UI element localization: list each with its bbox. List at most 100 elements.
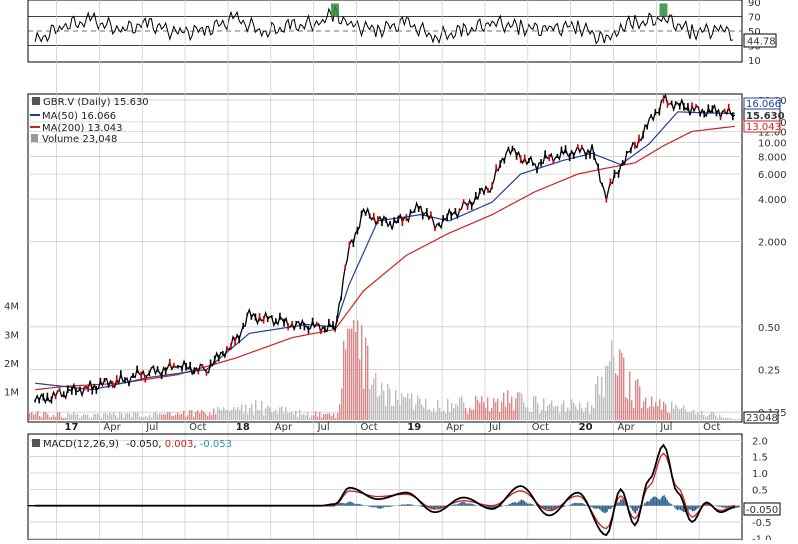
macd-histogram-bar: [401, 505, 402, 506]
macd-histogram-bar: [347, 502, 348, 505]
x-axis-label: Oct: [532, 422, 549, 433]
macd-histogram-bar: [638, 506, 639, 509]
volume-bar: [277, 414, 278, 420]
volume-bar: [133, 412, 134, 420]
volume-bar: [305, 415, 306, 420]
volume-bar: [357, 321, 358, 420]
volume-bar: [399, 405, 400, 420]
price-line: [35, 95, 735, 402]
macd-histogram-bar: [362, 505, 363, 506]
volume-bar: [211, 415, 212, 420]
volume-bar: [95, 414, 96, 420]
macd-histogram-bar: [407, 504, 408, 506]
macd-histogram-bar: [460, 503, 461, 506]
volume-bar: [735, 419, 736, 420]
volume-bar: [323, 414, 324, 420]
volume-bar: [291, 412, 292, 420]
volume-bar: [347, 329, 348, 420]
volume-bar: [649, 407, 650, 420]
macd-histogram-bar: [473, 504, 474, 505]
volume-bar: [411, 393, 412, 420]
price-tick-label: 0.25: [758, 366, 780, 377]
volume-bar: [395, 390, 396, 420]
volume-bar: [587, 402, 588, 420]
macd-histogram-bar: [682, 506, 683, 512]
volume-bar: [387, 384, 388, 420]
macd-histogram-bar: [521, 500, 522, 506]
volume-bar: [201, 410, 202, 420]
volume-bar: [327, 414, 328, 420]
volume-bar: [313, 415, 314, 420]
volume-bar: [365, 338, 366, 420]
volume-bar: [315, 411, 316, 420]
macd-histogram-bar: [632, 506, 633, 511]
macd-histogram-bar: [368, 506, 369, 507]
volume-bar: [573, 403, 574, 420]
macd-histogram-bar: [470, 503, 471, 505]
volume-bar: [139, 417, 140, 420]
volume-bar: [435, 413, 436, 420]
macd-histogram-bar: [502, 506, 503, 507]
macd-histogram-bar: [662, 496, 663, 506]
volume-bar: [507, 390, 508, 420]
volume-bar: [213, 408, 214, 420]
volume-bar: [367, 346, 368, 420]
ma200-line: [35, 126, 735, 389]
volume-bar: [259, 410, 260, 420]
macd-histogram-bar: [724, 506, 725, 508]
volume-bar: [391, 406, 392, 420]
volume-bar: [585, 408, 586, 420]
volume-bar: [655, 402, 656, 420]
macd-histogram-bar: [722, 506, 723, 508]
volume-bar: [273, 412, 274, 420]
rsi-overbought-fill: [659, 3, 667, 16]
x-axis-label: Apr: [103, 422, 121, 433]
macd-histogram-bar: [400, 505, 401, 506]
volume-bar: [495, 402, 496, 420]
macd-histogram-bar: [565, 506, 566, 507]
volume-bar: [345, 349, 346, 420]
volume-bar: [225, 410, 226, 420]
volume-bar: [229, 411, 230, 420]
volume-bar: [685, 410, 686, 420]
macd-histogram-bar: [586, 505, 587, 506]
volume-bar: [77, 414, 78, 420]
volume-bar: [647, 408, 648, 420]
volume-bar: [183, 411, 184, 420]
macd-histogram-bar: [575, 503, 576, 506]
volume-bar: [515, 398, 516, 420]
volume-bar: [141, 417, 142, 420]
volume-bar: [571, 399, 572, 420]
volume-bar: [543, 398, 544, 420]
volume-bar: [419, 399, 420, 420]
volume-bar: [307, 413, 308, 420]
macd-legend-hist: -0.053: [200, 439, 232, 450]
volume-bar: [423, 407, 424, 420]
legend-price: GBR.V (Daily) 15.630: [43, 97, 149, 108]
volume-axis-label: 4M: [4, 302, 19, 313]
volume-bar: [257, 410, 258, 420]
volume-bar: [617, 375, 618, 420]
volume-bar: [615, 373, 616, 420]
volume-bar: [255, 400, 256, 420]
macd-histogram-bar: [404, 504, 405, 505]
volume-bar: [441, 412, 442, 420]
macd-histogram-bar: [413, 505, 414, 506]
macd-histogram-bar: [583, 504, 584, 506]
x-axis-label: 17: [65, 422, 79, 433]
macd-tick-label: 2.0: [752, 436, 768, 447]
macd-histogram-bar: [605, 506, 606, 513]
volume-bar: [265, 408, 266, 420]
volume-bar: [333, 413, 334, 420]
volume-bar: [627, 399, 628, 420]
volume-bar: [653, 407, 654, 420]
volume-bar: [443, 411, 444, 420]
macd-histogram-bar: [598, 506, 599, 509]
rsi-last-value: 44.78: [747, 37, 776, 48]
volume-bar: [153, 413, 154, 420]
volume-bar: [285, 407, 286, 420]
volume-bar: [551, 400, 552, 420]
macd-histogram-bar: [629, 506, 630, 507]
volume-bar: [55, 417, 56, 420]
volume-bar: [505, 407, 506, 420]
